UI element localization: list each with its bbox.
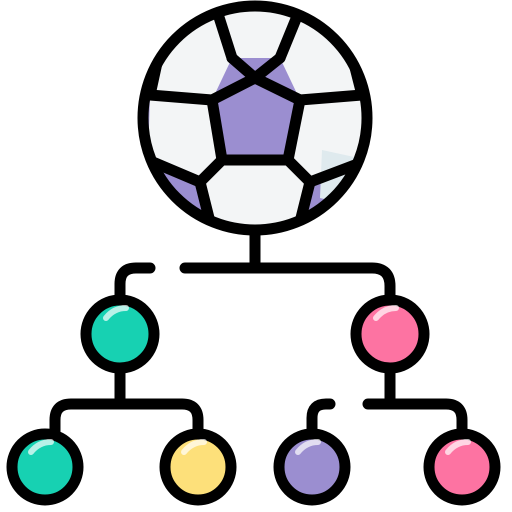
left-split-connector	[49, 398, 204, 441]
right-short-connector	[306, 398, 336, 441]
ball-panel	[148, 95, 222, 182]
node-highlight	[28, 439, 54, 455]
ball-panel	[280, 14, 362, 100]
top-right-connector	[179, 262, 396, 306]
bracket-connectors	[49, 229, 468, 441]
ball-panel	[200, 160, 310, 230]
node-highlight	[181, 439, 207, 455]
node-highlight	[373, 305, 399, 321]
ball-panel	[218, 6, 298, 58]
node-highlight	[103, 305, 129, 321]
bracket-node-pink	[350, 294, 430, 374]
ball-panel	[150, 14, 232, 100]
right-split-connector	[362, 398, 468, 441]
bracket-node-teal	[6, 428, 84, 506]
bracket-node-pink	[423, 428, 501, 506]
top-left-connector	[114, 262, 156, 306]
node-highlight	[445, 439, 471, 455]
bracket-node-yellow	[159, 428, 237, 506]
bracket-node-purple	[273, 428, 351, 506]
soccer-ball-icon	[137, 0, 373, 236]
bracket-node-teal	[80, 294, 160, 374]
ball-panel-center	[212, 78, 300, 160]
ball-outline	[137, 0, 373, 236]
node-highlight	[295, 439, 321, 455]
